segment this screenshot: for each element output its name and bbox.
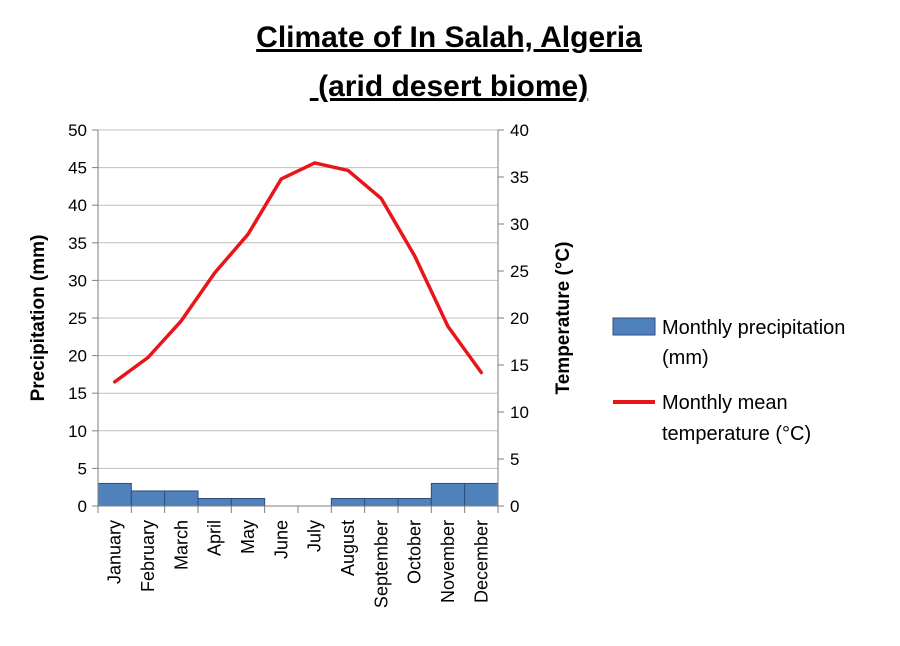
- x-tick-label-july: July: [305, 520, 325, 552]
- gridlines: [98, 129, 498, 469]
- left-tick-label: 25: [68, 309, 87, 328]
- x-tick-label-may: May: [238, 520, 258, 554]
- right-tick-label: 15: [510, 356, 529, 375]
- legend: Monthly precipitation (mm) Monthly mean …: [612, 317, 845, 445]
- legend-precipitation-swatch: [612, 317, 656, 336]
- right-tick-label: 10: [510, 403, 529, 422]
- precipitation-bar-october: [397, 497, 432, 507]
- precipitation-bar-may: [230, 497, 266, 507]
- chart-title-line-2: (arid desert biome): [310, 70, 588, 103]
- x-tick-label-august: August: [338, 520, 358, 576]
- y-axis-right-label: Temperature (°C): [553, 242, 574, 395]
- x-tick-label-january: January: [105, 520, 125, 584]
- left-tick-label: 20: [68, 347, 87, 366]
- left-tick-label: 15: [68, 384, 87, 403]
- precipitation-bar-december: [464, 482, 499, 507]
- right-tick-label: 20: [510, 309, 529, 328]
- x-axis-ticks: January February March April May June July Augu…: [105, 520, 492, 608]
- left-tick-label: 40: [68, 196, 87, 215]
- left-axis-ticks: 0 5 10 15 20 25 30 35 40 45 50: [68, 121, 98, 516]
- precipitation-bars: [97, 482, 499, 507]
- precipitation-bar-march: [164, 490, 199, 507]
- right-tick-label: 0: [510, 497, 519, 516]
- right-tick-label: 25: [510, 262, 529, 281]
- legend-precipitation-label-line-1: Monthly precipitation: [662, 317, 845, 339]
- left-tick-label: 45: [68, 159, 87, 178]
- right-tick-label: 35: [510, 168, 529, 187]
- right-axis-ticks: 0 5 10 15 20 25 30 35 40: [498, 121, 529, 516]
- precipitation-bar-september: [364, 497, 399, 507]
- left-tick-label: 30: [68, 271, 87, 290]
- right-tick-label: 40: [510, 121, 529, 140]
- precipitation-bar-february: [130, 490, 166, 507]
- x-tick-label-april: April: [205, 520, 225, 556]
- axes: [97, 130, 499, 513]
- temperature-series-line: [112, 161, 484, 384]
- left-tick-label: 50: [68, 121, 87, 140]
- chart-title-line-1: Climate of In Salah, Algeria: [256, 21, 642, 54]
- right-tick-label: 30: [510, 215, 529, 234]
- left-tick-label: 5: [78, 459, 87, 478]
- precipitation-bar-november: [430, 482, 466, 507]
- x-tick-label-october: October: [405, 520, 425, 584]
- x-tick-label-november: November: [438, 520, 458, 603]
- right-tick-label: 5: [510, 450, 519, 469]
- legend-temperature-label-line-2: temperature (°C): [662, 423, 811, 445]
- legend-temperature-label-line-1: Monthly mean: [662, 392, 788, 414]
- y-axis-left-label: Precipitation (mm): [28, 235, 49, 402]
- x-tick-label-june: June: [271, 520, 291, 559]
- x-tick-label-february: February: [138, 520, 158, 592]
- left-tick-label: 35: [68, 234, 87, 253]
- x-tick-label-march: March: [171, 520, 191, 570]
- x-tick-label-september: September: [371, 520, 391, 608]
- precipitation-bar-august: [330, 497, 366, 507]
- precipitation-bar-january: [97, 482, 132, 507]
- left-tick-label: 0: [78, 497, 87, 516]
- chart-title: Climate of In Salah, Algeria (arid deser…: [256, 21, 642, 103]
- x-tick-label-december: December: [471, 520, 491, 603]
- legend-precipitation-label-line-2: (mm): [662, 347, 709, 369]
- temperature-line: [112, 161, 484, 384]
- precipitation-bar-april: [197, 497, 232, 507]
- left-tick-label: 10: [68, 422, 87, 441]
